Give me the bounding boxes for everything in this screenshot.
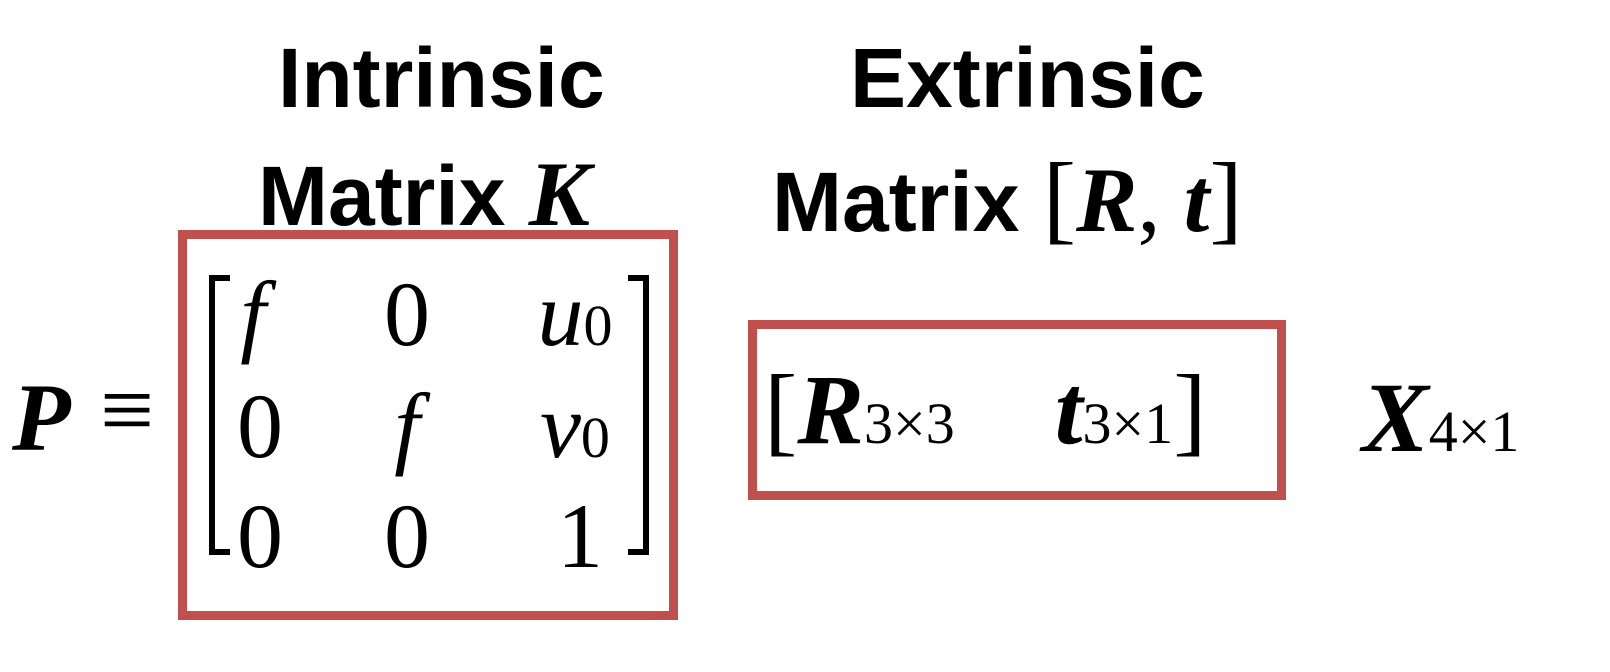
extrinsic-expression: [R3×3 t3×1]	[764, 360, 1207, 460]
k-cell-r1c1: f	[240, 263, 266, 365]
k-matrix-brackets	[209, 275, 649, 555]
k-matrix-right-bracket	[628, 275, 649, 555]
extrinsic-symbol-r: R	[797, 354, 865, 465]
k-cell-r3c2: 0	[384, 485, 430, 587]
k-cell-r2c3-subscript: 0	[580, 405, 610, 470]
extrinsic-heading-symbol-t: t	[1183, 149, 1210, 251]
extrinsic-heading-symbol-r: R	[1076, 149, 1138, 251]
k-cell-r3c1: 0	[237, 485, 283, 587]
point-vector-symbol-x: X	[1362, 362, 1429, 473]
point-vector-subscript: 4×1	[1428, 399, 1520, 464]
extrinsic-symbol-t: t	[1054, 354, 1083, 465]
intrinsic-heading-line2: Matrix K	[258, 148, 590, 240]
extrinsic-heading-bracket-close: ]	[1209, 142, 1243, 253]
intrinsic-heading-matrix-word: Matrix	[258, 149, 506, 243]
k-cell-r2c3-symbol: v	[540, 375, 581, 477]
extrinsic-heading-bracket-open: [	[1042, 142, 1077, 253]
intrinsic-matrix-box	[178, 230, 678, 620]
k-matrix-left-bracket	[209, 275, 230, 555]
k-cell-r1c2: 0	[384, 263, 430, 365]
k-cell-r3c3: 1	[557, 485, 603, 587]
lhs-symbol-p: P	[12, 364, 71, 471]
extrinsic-bracket-open: [	[764, 354, 798, 465]
k-cell-r2c3: v0	[520, 380, 630, 472]
k-cell-r1c3-subscript: 0	[583, 293, 613, 358]
intrinsic-heading-line1: Intrinsic	[278, 31, 605, 125]
extrinsic-matrix-box	[748, 320, 1286, 500]
extrinsic-heading-comma: ,	[1137, 149, 1161, 251]
point-vector: X4×1	[1362, 368, 1519, 468]
extrinsic-heading-line1: Extrinsic	[850, 31, 1205, 125]
extrinsic-heading-matrix-word: Matrix	[772, 155, 1020, 249]
extrinsic-heading-line2: Matrix [R, t]	[772, 148, 1243, 248]
k-cell-r2c2: f	[394, 375, 420, 477]
k-cell-r1c3-symbol: u	[537, 263, 584, 365]
equivalence-sign: ≡	[100, 356, 155, 463]
intrinsic-heading-symbol-k: K	[528, 143, 591, 245]
extrinsic-bracket-close: ]	[1173, 354, 1207, 465]
extrinsic-r-subscript: 3×3	[864, 391, 955, 456]
k-cell-r1c3: u0	[520, 268, 630, 360]
extrinsic-t-subscript: 3×1	[1082, 391, 1174, 456]
k-cell-r2c1: 0	[237, 375, 283, 477]
